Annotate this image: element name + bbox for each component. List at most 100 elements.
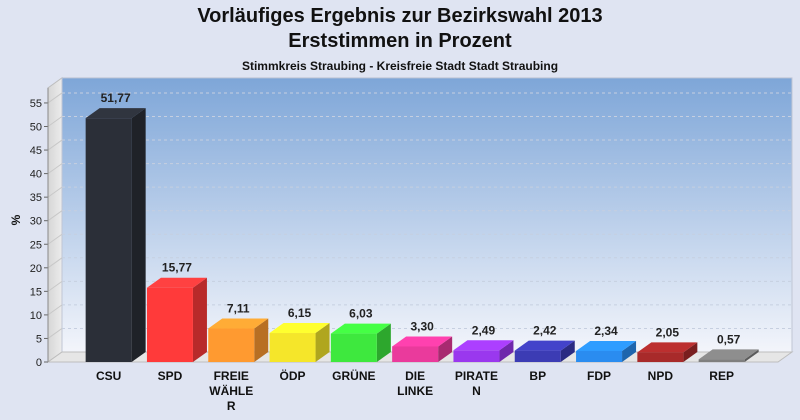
bar-front (269, 333, 316, 362)
category-label: CSU (96, 369, 121, 383)
y-tick-label: 25 (30, 239, 42, 251)
gridline-wall (47, 186, 63, 198)
category-label: SPD (158, 369, 183, 383)
gridline-wall (47, 257, 63, 269)
gridline-wall (47, 280, 63, 292)
gridline-wall (47, 139, 63, 151)
chart-subsubtitle: Stimmkreis Straubing - Kreisfreie Stadt … (241, 59, 559, 73)
value-label: 6,15 (288, 306, 312, 320)
gridline-wall (47, 163, 63, 175)
chart-subtitle: Erststimmen in Prozent (288, 30, 512, 52)
value-label: 6,03 (349, 307, 373, 321)
y-tick-label: 5 (36, 333, 42, 345)
y-axis-label: % (9, 214, 23, 225)
y-tick-label: 20 (30, 263, 42, 275)
bar-side (315, 323, 330, 362)
value-label: 2,05 (656, 325, 680, 339)
bar-front (698, 359, 745, 362)
bar-top (576, 340, 637, 351)
bar-top (698, 349, 759, 360)
category-label: FREIE (214, 369, 249, 383)
bar-top (453, 340, 514, 351)
bar-front (330, 333, 377, 362)
y-tick-label: 10 (30, 310, 42, 322)
bar-front (514, 350, 561, 362)
category-label: FDP (587, 369, 611, 383)
y-tick-label: 40 (30, 169, 42, 181)
bar-freie-wähler (208, 318, 269, 362)
category-label: GRÜNE (332, 368, 375, 383)
bar-side (499, 340, 514, 362)
plot-side-wall (47, 76, 63, 363)
bar-top (269, 323, 330, 334)
bar-bp (514, 340, 575, 362)
y-tick-label: 30 (30, 216, 42, 228)
bar-grüne (330, 323, 391, 362)
bar-front (146, 287, 193, 362)
bar-side (192, 277, 207, 362)
bar-side (744, 349, 759, 362)
bar-top (392, 336, 453, 347)
bar-front (453, 350, 500, 362)
bar-top (208, 318, 269, 329)
bar-ödp (269, 323, 330, 362)
value-labels: 51,77 15,77 7,11 6,15 6,03 3,30 2,49 2,42 2,34 2,… (101, 91, 741, 346)
bar-front (208, 328, 255, 362)
bar-fdp (576, 340, 637, 362)
bar-rep (698, 349, 759, 362)
value-label: 51,77 (101, 91, 131, 105)
y-tick-label: 45 (30, 145, 42, 157)
y-tick-label: 0 (36, 357, 42, 369)
bar-front (392, 346, 439, 362)
bar-npd (637, 342, 698, 362)
value-label: 15,77 (162, 261, 192, 275)
value-label: 2,49 (472, 323, 496, 337)
category-label: PIRATE (455, 369, 498, 383)
value-label: 0,57 (717, 332, 741, 346)
bar-side (376, 323, 391, 362)
bar-side (622, 340, 637, 362)
bar-front (637, 352, 684, 362)
y-axis-ticks: 0 5 10 15 20 25 30 35 40 45 50 55 (30, 87, 49, 369)
bar-csu (85, 108, 146, 362)
category-label: ÖDP (280, 368, 306, 383)
bar-side (438, 336, 453, 362)
y-tick-label: 15 (30, 286, 42, 298)
gridline-wall (47, 210, 63, 222)
bar-front (85, 118, 132, 362)
chart-titles: Vorläufiges Ergebnis zur Bezirkswahl 201… (0, 4, 800, 75)
category-label: LINKE (397, 384, 433, 398)
bar-piraten (453, 340, 514, 362)
category-label: N (472, 384, 481, 398)
bar-top (85, 108, 146, 119)
bar-side (560, 340, 575, 362)
category-label: R (227, 399, 236, 413)
y-tick-label: 35 (30, 192, 42, 204)
value-label: 2,34 (594, 324, 618, 338)
category-label: REP (709, 369, 734, 383)
category-label: WÄHLE (209, 383, 253, 398)
bar-top (330, 323, 391, 334)
y-tick-label: 50 (30, 122, 42, 134)
value-label: 3,30 (410, 319, 434, 333)
category-label: DIE (405, 369, 425, 383)
category-label: BP (529, 369, 546, 383)
bar-front (576, 350, 623, 362)
category-label: NPD (648, 369, 674, 383)
gridline-wall (47, 92, 63, 104)
gridline-wall (47, 304, 63, 316)
bar-side (683, 342, 698, 362)
bar-side (131, 108, 146, 362)
y-tick-label: 55 (30, 98, 42, 110)
gridline-wall (47, 233, 63, 245)
bar-top (514, 340, 575, 351)
bars (85, 108, 759, 362)
bar-side (254, 318, 269, 362)
value-label: 2,42 (533, 324, 557, 338)
bar-spd (146, 277, 207, 362)
gridline-wall (47, 116, 63, 127)
gridline-wall (47, 328, 63, 339)
value-label: 7,11 (227, 302, 250, 316)
